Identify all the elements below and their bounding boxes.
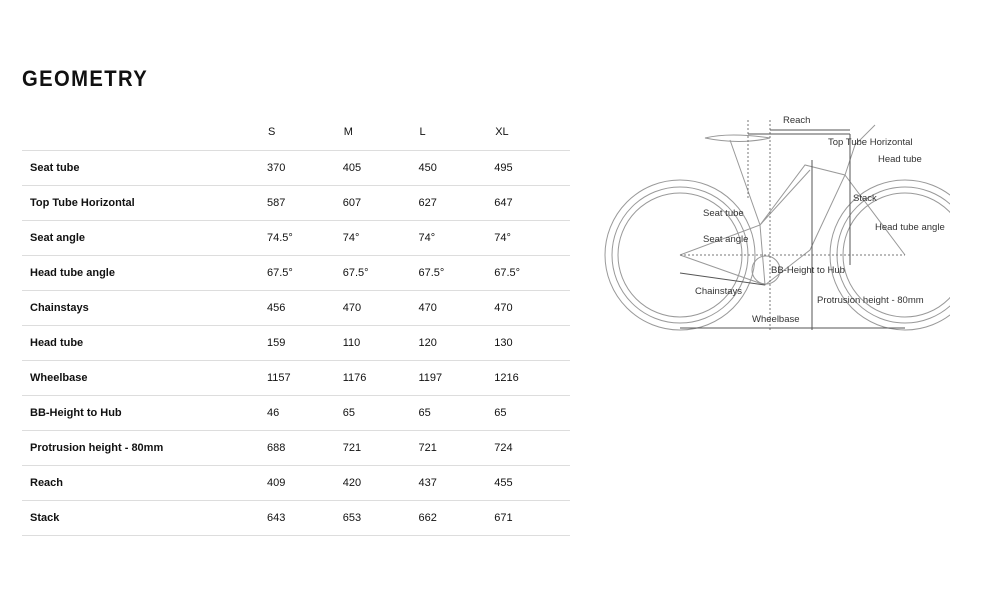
table-row: Wheelbase 1157 1176 1197 1216	[22, 360, 570, 396]
table-row: Stack 643 653 662 671	[22, 500, 570, 536]
table-row: Seat tube 370 405 450 495	[22, 150, 570, 186]
cell-value: 450	[418, 150, 495, 186]
cell-value: 724	[494, 430, 570, 466]
table-row: Head tube angle 67.5° 67.5° 67.5° 67.5°	[22, 255, 570, 291]
cell-value: 662	[418, 500, 495, 536]
table-row: Top Tube Horizontal 587 607 627 647	[22, 185, 570, 221]
label-head-tube-angle: Head tube angle	[875, 222, 945, 233]
cell-value: 1197	[418, 360, 495, 396]
label-head-tube: Head tube	[878, 154, 922, 165]
cell-value: 1157	[266, 360, 343, 396]
cell-value: 456	[266, 290, 343, 326]
cell-value: 470	[342, 290, 419, 326]
row-label: Protrusion height - 80mm	[22, 430, 267, 466]
size-header: S	[266, 114, 343, 151]
row-label: BB-Height to Hub	[22, 395, 267, 431]
table-row: Head tube 159 110 120 130	[22, 325, 570, 361]
cell-value: 420	[342, 465, 419, 501]
row-label: Chainstays	[22, 290, 267, 326]
table-row: Seat angle 74.5° 74° 74° 74°	[22, 220, 570, 256]
label-stack: Stack	[853, 193, 877, 204]
cell-value: 470	[494, 290, 570, 326]
row-label: Seat angle	[22, 220, 267, 256]
label-top-tube: Top Tube Horizontal	[828, 137, 913, 148]
cell-value: 470	[418, 290, 495, 326]
cell-value: 67.5°	[418, 255, 495, 291]
cell-value: 159	[266, 325, 343, 361]
cell-value: 1216	[494, 360, 570, 396]
label-seat-angle: Seat angle	[703, 234, 749, 245]
cell-value: 65	[342, 395, 419, 431]
cell-value: 370	[266, 150, 343, 186]
row-label: Seat tube	[22, 150, 267, 186]
cell-value: 67.5°	[494, 255, 570, 291]
cell-value: 721	[342, 430, 419, 466]
bike-geometry-diagram: Reach Top Tube Horizontal Head tube Stac…	[600, 100, 981, 340]
label-chainstays: Chainstays	[695, 286, 742, 297]
cell-value: 647	[494, 185, 570, 221]
cell-value: 607	[342, 185, 419, 221]
label-protrusion: Protrusion height - 80mm	[817, 295, 924, 306]
cell-value: 587	[266, 185, 343, 221]
cell-value: 120	[418, 325, 495, 361]
table-row: Reach 409 420 437 455	[22, 465, 570, 501]
size-header: L	[418, 114, 495, 151]
cell-value: 643	[266, 500, 343, 536]
cell-value: 65	[494, 395, 570, 431]
cell-value: 130	[494, 325, 570, 361]
label-bb-height: BB-Height to Hub	[771, 265, 845, 276]
cell-value: 688	[266, 430, 343, 466]
cell-value: 46	[266, 395, 343, 431]
table-header-row: S M L XL	[22, 114, 570, 151]
label-wheelbase: Wheelbase	[752, 314, 800, 325]
row-label: Reach	[22, 465, 267, 501]
page-title: GEOMETRY	[22, 66, 149, 91]
cell-value: 455	[494, 465, 570, 501]
table-row: Protrusion height - 80mm 688 721 721 724	[22, 430, 570, 466]
table-row: Chainstays 456 470 470 470	[22, 290, 570, 326]
row-label: Stack	[22, 500, 267, 536]
cell-value: 1176	[342, 360, 419, 396]
row-label: Head tube angle	[22, 255, 267, 291]
cell-value: 110	[342, 325, 419, 361]
row-label: Top Tube Horizontal	[22, 185, 267, 221]
cell-value: 437	[418, 465, 495, 501]
cell-value: 721	[418, 430, 495, 466]
cell-value: 74.5°	[266, 220, 343, 256]
cell-value: 74°	[418, 220, 495, 256]
cell-value: 409	[266, 465, 343, 501]
cell-value: 74°	[342, 220, 419, 256]
size-header: XL	[494, 114, 570, 151]
geometry-table: S M L XL Seat tube 370 405 450 495 Top Tube H…	[22, 114, 570, 536]
label-reach: Reach	[783, 115, 811, 126]
cell-value: 671	[494, 500, 570, 536]
cell-value: 495	[494, 150, 570, 186]
cell-value: 405	[342, 150, 419, 186]
size-header: M	[342, 114, 419, 151]
cell-value: 67.5°	[266, 255, 343, 291]
row-label: Wheelbase	[22, 360, 267, 396]
cell-value: 67.5°	[342, 255, 419, 291]
cell-value: 74°	[494, 220, 570, 256]
cell-value: 627	[418, 185, 495, 221]
cell-value: 653	[342, 500, 419, 536]
label-seat-tube: Seat tube	[703, 208, 744, 219]
table-row: BB-Height to Hub 46 65 65 65	[22, 395, 570, 431]
row-label: Head tube	[22, 325, 267, 361]
cell-value: 65	[418, 395, 495, 431]
